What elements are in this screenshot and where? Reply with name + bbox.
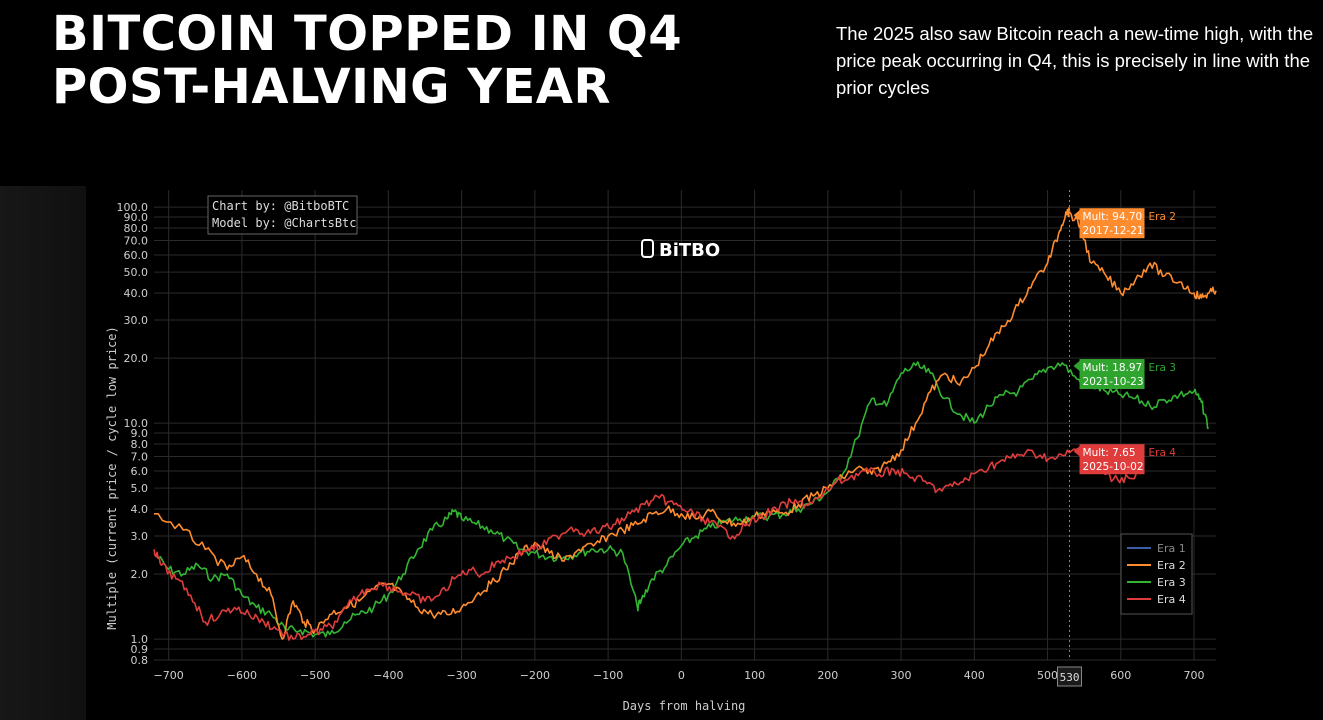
- y-tick-label: 5.0: [131, 482, 149, 495]
- y-tick-label: 70.0: [124, 235, 149, 248]
- y-tick-label: 1.0: [131, 633, 149, 646]
- y-tick-label: 50.0: [124, 266, 149, 279]
- y-tick-label: 9.0: [131, 427, 149, 440]
- annotation-date: 2025-10-02: [1083, 461, 1144, 473]
- y-tick-label: 40.0: [124, 287, 149, 300]
- annotation-date: 2017-12-21: [1083, 225, 1144, 237]
- y-tick-label: 60.0: [124, 249, 149, 262]
- x-tick-label: 300: [891, 669, 912, 682]
- y-tick-label: 4.0: [131, 503, 149, 516]
- watermark-text: BiTBO: [659, 240, 720, 261]
- svg-text:530: 530: [1060, 671, 1080, 684]
- annotation-era: Era 3: [1149, 362, 1176, 374]
- x-tick-label: −500: [300, 669, 330, 682]
- y-tick-label: 8.0: [131, 438, 149, 451]
- credit-model-by: Model by: @ChartsBtc: [212, 216, 357, 230]
- credit-chart-by: Chart by: @BitboBTC: [212, 199, 349, 213]
- annotation-era: Era 4: [1149, 447, 1177, 459]
- x-tick-label: −100: [593, 669, 623, 682]
- legend-item-era-4[interactable]: Era 4: [1127, 593, 1186, 606]
- annotation-date: 2021-10-23: [1083, 376, 1144, 388]
- y-tick-label: 20.0: [124, 352, 149, 365]
- annotation-era-4: Mult: 7.65 2025-10-02 Era 4: [1073, 444, 1177, 475]
- headline-line-2: POST-HALVING YEAR: [52, 59, 611, 115]
- annotation-mult: Mult: 94.70: [1083, 211, 1143, 223]
- side-panel: [0, 186, 86, 720]
- x-tick-label: 500: [1037, 669, 1058, 682]
- x-tick-label: −300: [447, 669, 477, 682]
- y-tick-label: 0.9: [131, 643, 149, 656]
- multiple-chart[interactable]: 0.80.91.0 2.0 3.0 4.0 5.0 6.07.08.09.010.0 20.…: [86, 186, 1323, 720]
- legend-item-era-2[interactable]: Era 2: [1127, 559, 1186, 572]
- y-tick-label: 3.0: [131, 530, 149, 543]
- x-tick-label: 0: [678, 669, 685, 682]
- annotation-era-3: Mult: 18.97 2021-10-23 Era 3: [1073, 359, 1176, 390]
- x-tick-label: 700: [1184, 669, 1205, 682]
- legend[interactable]: Era 1 Era 2 Era 3 Era 4: [1120, 533, 1193, 615]
- annotation-mult: Mult: 18.97: [1083, 362, 1143, 374]
- x-tick-label: 600: [1110, 669, 1131, 682]
- x-tick-label: −700: [154, 669, 184, 682]
- y-axis-label: Multiple (current price / cycle low pric…: [105, 326, 119, 629]
- y-axis-ticks: 0.80.91.0 2.0 3.0 4.0 5.0 6.07.08.09.010.0 20.…: [117, 201, 149, 667]
- credit-box: Chart by: @BitboBTC Model by: @ChartsBtc: [207, 195, 358, 235]
- y-tick-label: 0.8: [131, 654, 149, 667]
- x-tick-label: −600: [227, 669, 257, 682]
- legend-item-era-3[interactable]: Era 3: [1127, 576, 1186, 589]
- y-tick-label: 90.0: [124, 211, 149, 224]
- series-line-era-4[interactable]: [153, 446, 1144, 641]
- svg-text:Era 3: Era 3: [1157, 576, 1186, 589]
- x-tick-label: 100: [744, 669, 765, 682]
- legend-item-era-1[interactable]: Era 1: [1127, 542, 1186, 555]
- series-line-era-3[interactable]: [153, 361, 1209, 638]
- bitbo-b-icon: [641, 239, 654, 258]
- series-line-era-2[interactable]: [154, 207, 1217, 640]
- watermark-logo: BiTBO: [641, 239, 720, 261]
- subtitle-text: The 2025 also saw Bitcoin reach a new-ti…: [836, 23, 1314, 98]
- x-axis-label: Days from halving: [623, 699, 746, 713]
- y-tick-label: 7.0: [131, 451, 149, 464]
- series-lines: [153, 207, 1217, 641]
- x-tick-label: 400: [964, 669, 985, 682]
- svg-text:Era 2: Era 2: [1157, 559, 1186, 572]
- svg-text:Era 1: Era 1: [1157, 542, 1186, 555]
- x-tick-label: 200: [817, 669, 838, 682]
- y-tick-label: 80.0: [124, 222, 149, 235]
- headline-line-1: BITCOIN TOPPED IN Q4: [52, 6, 683, 62]
- svg-text:Era 4: Era 4: [1157, 593, 1186, 606]
- annotation-era: Era 2: [1149, 211, 1176, 223]
- headline: BITCOIN TOPPED IN Q4 POST-HALVING YEAR: [52, 8, 682, 114]
- x-tick-label: −400: [373, 669, 403, 682]
- y-tick-label: 10.0: [124, 417, 149, 430]
- y-tick-label: 100.0: [117, 201, 149, 214]
- x-tick-label: −200: [520, 669, 550, 682]
- y-tick-label: 2.0: [131, 568, 149, 581]
- annotation-era-2: Mult: 94.70 2017-12-21 Era 2: [1073, 208, 1176, 239]
- annotation-mult: Mult: 7.65: [1083, 447, 1136, 459]
- y-tick-label: 6.0: [131, 465, 149, 478]
- y-tick-label: 30.0: [124, 314, 149, 327]
- hover-x-label: 530: [1057, 666, 1083, 687]
- peak-annotations: Mult: 94.70 2017-12-21 Era 2 Mult: 18.97 202…: [1073, 208, 1177, 475]
- x-axis-ticks: −700 −600 −500 −400 −300 −200 −100 0 100 200 300 40…: [154, 669, 1205, 682]
